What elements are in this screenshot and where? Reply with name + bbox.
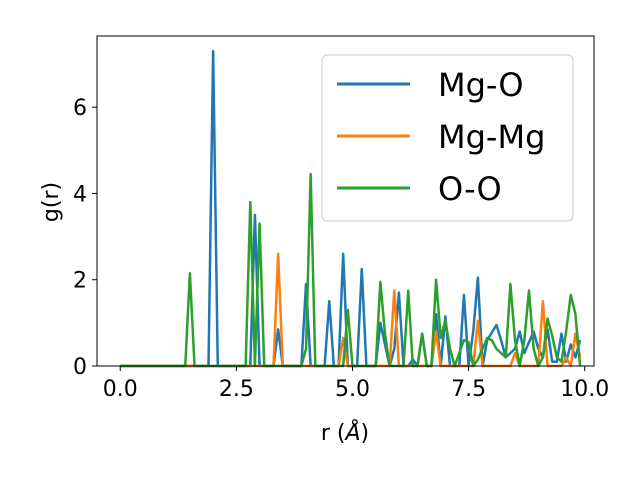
x-axis-unit: Å	[343, 419, 360, 446]
legend-label-mg-o: Mg-O	[438, 66, 524, 104]
series-line-o-o	[120, 172, 582, 368]
y-tick-label: 2	[73, 269, 87, 294]
y-axis-ticks: 0 2 4 6	[73, 96, 97, 380]
y-axis-label: g(r)	[39, 182, 64, 222]
legend-label-o-o: O-O	[438, 170, 502, 208]
x-tick-label: 7.5	[451, 377, 486, 402]
y-tick-label: 4	[73, 182, 87, 207]
legend-box	[321, 54, 574, 222]
y-tick-label: 6	[73, 96, 87, 121]
x-tick-label: 10.0	[560, 377, 609, 402]
x-tick-label: 0.0	[103, 377, 138, 402]
legend-label-mg-mg: Mg-Mg	[438, 118, 545, 156]
y-tick-label: 0	[73, 355, 87, 380]
x-tick-label: 2.5	[219, 377, 254, 402]
axes-frame	[96, 35, 595, 367]
x-axis-label: r (Å)	[321, 419, 369, 446]
x-axis-ticks: 0.0 2.5 5.0 7.5 10.0	[103, 366, 609, 402]
x-tick-label: 5.0	[335, 377, 370, 402]
legend: Mg-O Mg-Mg O-O	[321, 54, 574, 222]
